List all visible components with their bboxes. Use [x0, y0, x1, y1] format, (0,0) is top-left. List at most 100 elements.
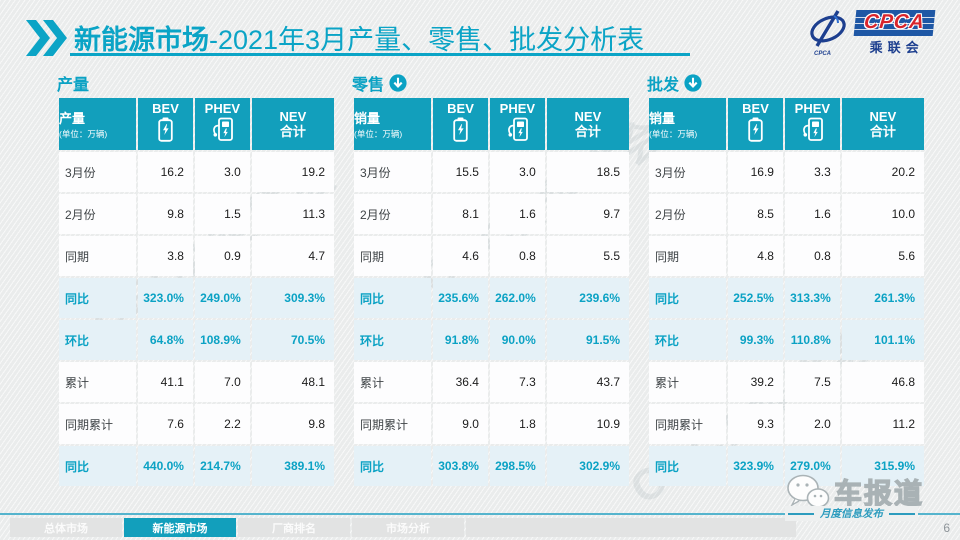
section-head: 零售: [352, 70, 631, 95]
title-underline: [70, 53, 690, 56]
cell-value: 214.7%: [194, 446, 250, 486]
cpca-swoosh-icon: CPCA: [810, 10, 847, 57]
cell-value: 108.9%: [194, 320, 250, 360]
section-head: 批发: [647, 70, 926, 95]
page-number: 6: [943, 521, 950, 535]
cell-value: 252.5%: [728, 278, 783, 318]
charger-icon: [213, 117, 234, 141]
table-row: 同比 323.0% 249.0% 309.3%: [59, 278, 334, 318]
row-label: 同期: [59, 236, 137, 276]
cell-value: 8.1: [433, 194, 488, 234]
table-row: 环比 91.8% 90.0% 91.5%: [354, 320, 629, 360]
table-row: 3月份 16.2 3.0 19.2: [59, 152, 334, 192]
row-label: 3月份: [354, 152, 432, 192]
corner-header: 销量 (单位：万辆): [354, 98, 432, 150]
wechat-icon: [787, 474, 830, 512]
cell-value: 4.8: [728, 236, 783, 276]
table-row: 累计 41.1 7.0 48.1: [59, 362, 334, 402]
cell-value: 1.6: [489, 194, 545, 234]
wechat-brand-block: 车报道: [786, 472, 924, 512]
column-sublabel: 合计: [869, 123, 896, 139]
cell-value: 3.8: [138, 236, 193, 276]
column-label: BEV: [152, 100, 179, 116]
cell-value: 2.0: [784, 404, 840, 444]
cell-value: 91.5%: [546, 320, 629, 360]
footer-tab-2[interactable]: 厂商排名: [238, 518, 350, 537]
column-label: BEV: [447, 100, 474, 116]
cell-value: 18.5: [546, 152, 629, 192]
footer-tab-3[interactable]: 市场分析: [352, 518, 464, 537]
battery-icon: [748, 117, 763, 142]
footer-divider-line: [0, 513, 960, 515]
cell-value: 7.0: [194, 362, 250, 402]
row-label: 同期: [649, 236, 727, 276]
publish-label: 月度信息发布: [820, 508, 883, 520]
cell-value: 313.3%: [784, 278, 840, 318]
cell-value: 19.2: [251, 152, 334, 192]
cell-value: 1.8: [489, 404, 545, 444]
battery-icon: [453, 117, 468, 142]
cell-value: 3.0: [194, 152, 250, 192]
cell-value: 91.8%: [433, 320, 488, 360]
cell-value: 9.8: [251, 404, 334, 444]
cell-value: 41.1: [138, 362, 193, 402]
cell-value: 43.7: [546, 362, 629, 402]
cell-value: 101.1%: [841, 320, 924, 360]
cpca-acronym: CPCA: [863, 11, 927, 33]
column-label: NEV: [279, 108, 307, 124]
cell-value: 46.8: [841, 362, 924, 402]
cell-value: 323.0%: [138, 278, 193, 318]
cell-value: 262.0%: [489, 278, 545, 318]
footer-tab-1[interactable]: 新能源市场: [124, 518, 236, 537]
column-header-bev: BEV: [728, 98, 783, 150]
dash-left: [788, 512, 814, 515]
charger-icon: [508, 117, 529, 141]
cell-value: 70.5%: [251, 320, 334, 360]
corner-label: 产量: [59, 111, 86, 126]
table-block-1: 零售 销量 (单位：万辆) BEV PHEV NEV 合计 3月份 15.5 3.0 18.5 2月份…: [352, 70, 631, 488]
cell-value: 9.7: [546, 194, 629, 234]
cell-value: 16.2: [138, 152, 193, 192]
cell-value: 323.9%: [728, 446, 783, 486]
corner-label: 销量: [649, 111, 676, 126]
footer-tab-0[interactable]: 总体市场: [10, 518, 122, 537]
section-title: 零售: [352, 76, 385, 94]
row-label: 环比: [649, 320, 727, 360]
row-label: 环比: [59, 320, 137, 360]
row-label: 同比: [59, 278, 137, 318]
cell-value: 315.9%: [841, 446, 924, 486]
row-label: 同期累计: [59, 404, 137, 444]
cell-value: 110.8%: [784, 320, 840, 360]
row-label: 同比: [59, 446, 137, 486]
column-label: NEV: [574, 108, 602, 124]
battery-icon: [158, 117, 173, 142]
cell-value: 9.0: [433, 404, 488, 444]
column-header-nev: NEV 合计: [841, 98, 924, 150]
section-head: 产量: [57, 70, 336, 95]
table-block-0: 产量 产量 (单位：万辆) BEV PHEV NEV 合计 3月份 16.2 3.0 19.2 2月份…: [57, 70, 336, 488]
column-header-bev: BEV: [433, 98, 488, 150]
charger-icon: [803, 117, 824, 141]
tables-row: 产量 产量 (单位：万辆) BEV PHEV NEV 合计 3月份 16.2 3.0 19.2 2月份…: [57, 70, 926, 488]
circle-down-icon: [684, 73, 702, 92]
column-header-nev: NEV 合计: [546, 98, 629, 150]
circle-down-icon: [389, 73, 407, 92]
cell-value: 7.3: [489, 362, 545, 402]
row-label: 2月份: [649, 194, 727, 234]
brand-name: 车报道: [833, 477, 924, 509]
cell-value: 10.9: [546, 404, 629, 444]
cell-value: 9.3: [728, 404, 783, 444]
cell-value: 39.2: [728, 362, 783, 402]
cell-value: 11.3: [251, 194, 334, 234]
corner-unit: (单位：万辆): [59, 129, 108, 139]
cell-value: 249.0%: [194, 278, 250, 318]
data-table: 销量 (单位：万辆) BEV PHEV NEV 合计 3月份 15.5 3.0 18.5 2月份 8.…: [352, 96, 631, 488]
cell-value: 3.3: [784, 152, 840, 192]
cell-value: 48.1: [251, 362, 334, 402]
corner-unit: (单位：万辆): [649, 129, 698, 139]
row-label: 同期: [354, 236, 432, 276]
column-label: PHEV: [204, 100, 241, 116]
corner-label: 销量: [354, 111, 381, 126]
column-sublabel: 合计: [574, 123, 601, 139]
cell-value: 8.5: [728, 194, 783, 234]
